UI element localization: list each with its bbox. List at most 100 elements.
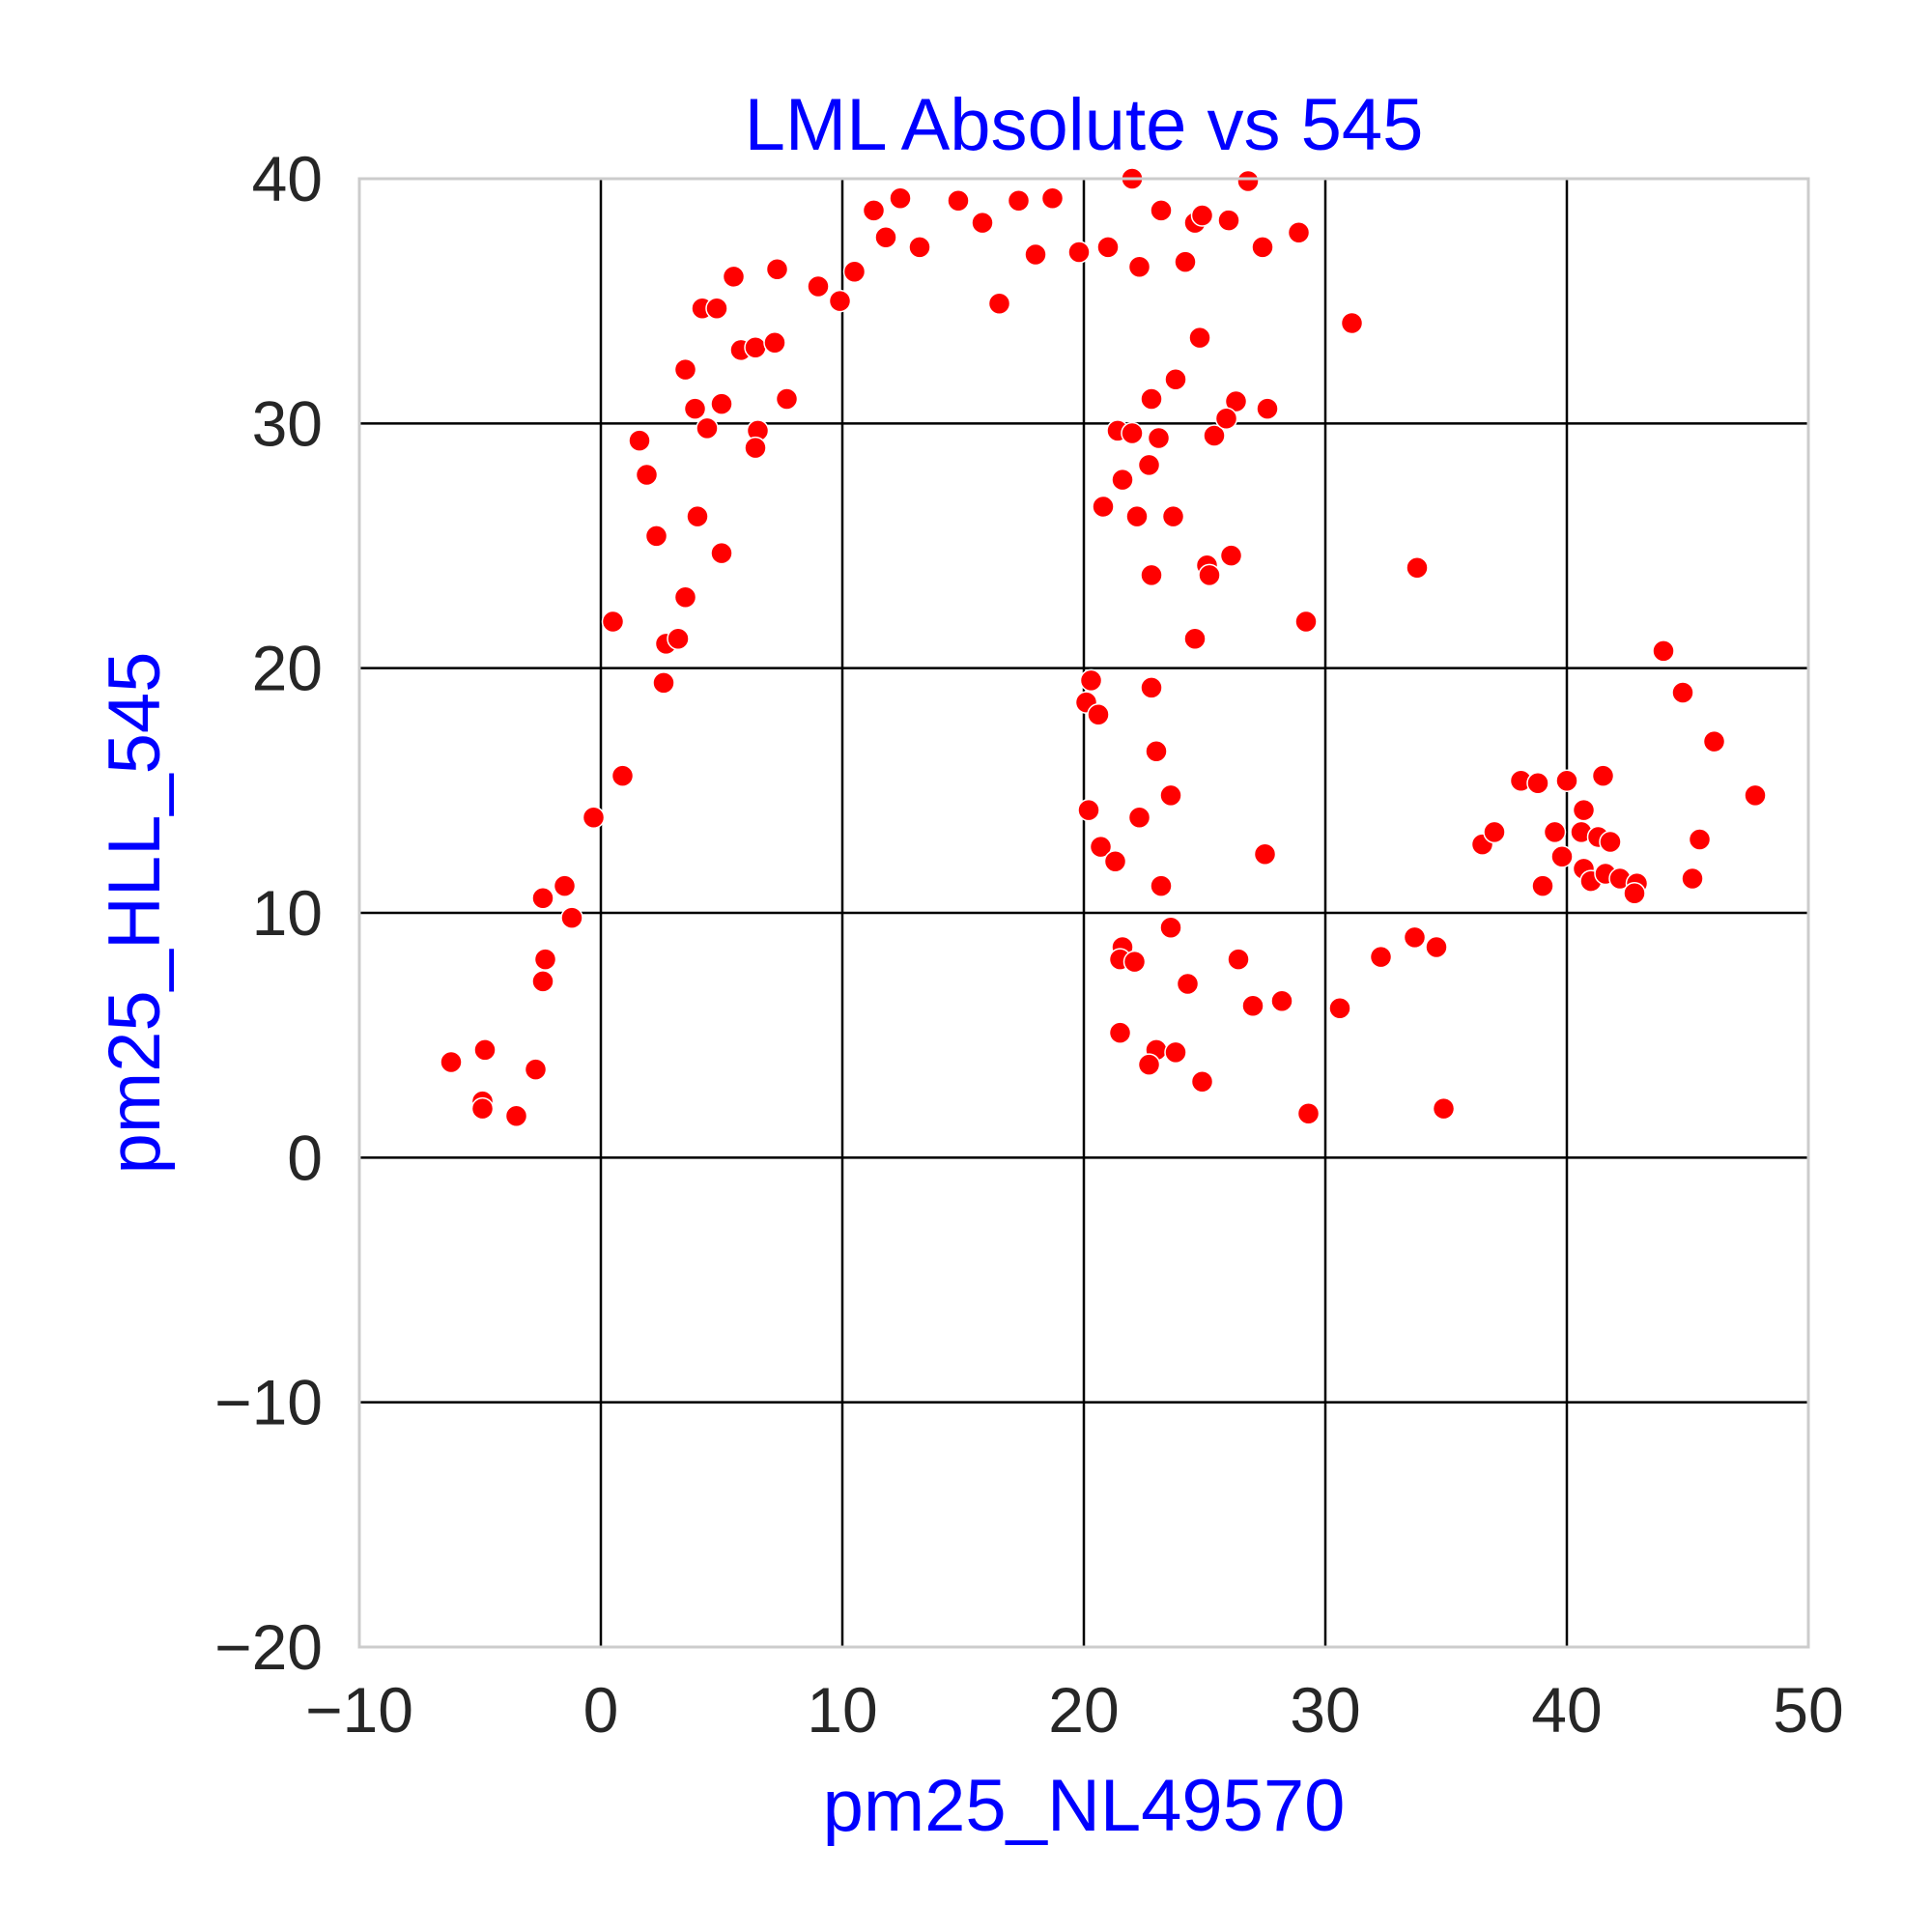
data-point-27 bbox=[710, 541, 733, 565]
data-point-109 bbox=[1108, 1021, 1132, 1044]
data-point-135 bbox=[1652, 639, 1675, 663]
data-point-61 bbox=[1127, 255, 1151, 278]
data-point-134 bbox=[1572, 798, 1596, 822]
data-point-74 bbox=[1137, 453, 1161, 477]
data-point-72 bbox=[1121, 421, 1144, 445]
data-point-91 bbox=[1127, 806, 1151, 829]
data-point-83 bbox=[1294, 610, 1318, 634]
data-point-94 bbox=[1103, 850, 1127, 873]
data-point-41 bbox=[874, 226, 897, 249]
data-point-40 bbox=[862, 199, 886, 222]
data-point-50 bbox=[1067, 241, 1091, 264]
data-point-140 bbox=[1744, 783, 1767, 808]
data-points bbox=[440, 167, 1767, 1128]
data-point-60 bbox=[1340, 311, 1364, 335]
data-point-45 bbox=[971, 211, 994, 235]
data-point-104 bbox=[1270, 989, 1293, 1012]
data-point-26 bbox=[705, 297, 728, 321]
data-point-65 bbox=[1224, 389, 1248, 413]
data-point-78 bbox=[1219, 544, 1243, 567]
y-tick-labels: −20 −10 0 10 20 30 40 bbox=[214, 143, 323, 1683]
x-tick-label: 0 bbox=[583, 1674, 619, 1746]
data-point-90 bbox=[1077, 798, 1100, 822]
data-point-76 bbox=[1125, 504, 1149, 528]
data-point-62 bbox=[1174, 250, 1197, 273]
data-point-111 bbox=[1164, 1040, 1187, 1065]
data-point-53 bbox=[1150, 199, 1173, 222]
data-point-88 bbox=[1140, 676, 1163, 699]
data-point-4 bbox=[504, 1104, 528, 1128]
data-point-136 bbox=[1671, 681, 1694, 704]
data-point-82 bbox=[1183, 627, 1207, 651]
data-point-119 bbox=[1526, 771, 1549, 795]
data-point-51 bbox=[1096, 236, 1120, 259]
data-point-92 bbox=[1159, 783, 1182, 808]
y-tick-label: −10 bbox=[214, 1367, 323, 1438]
data-point-34 bbox=[763, 330, 786, 355]
data-point-105 bbox=[1328, 997, 1351, 1020]
plot-frame bbox=[357, 177, 1810, 1649]
data-point-84 bbox=[1406, 556, 1429, 580]
data-point-67 bbox=[1203, 424, 1226, 447]
data-point-95 bbox=[1150, 874, 1173, 897]
data-point-21 bbox=[673, 357, 697, 382]
data-point-114 bbox=[1296, 1101, 1321, 1125]
y-axis-label: pm25_HLL_545 bbox=[94, 652, 176, 1175]
data-point-93 bbox=[1089, 835, 1113, 859]
data-point-55 bbox=[1190, 204, 1214, 227]
x-tick-labels: −10 0 10 20 30 40 50 bbox=[305, 1674, 1844, 1746]
data-point-22 bbox=[683, 397, 707, 420]
data-point-44 bbox=[947, 189, 970, 213]
data-point-106 bbox=[1369, 945, 1393, 969]
data-point-7 bbox=[533, 948, 557, 971]
data-point-139 bbox=[1702, 729, 1726, 753]
data-point-69 bbox=[1140, 387, 1163, 411]
x-tick-label: 50 bbox=[1773, 1674, 1843, 1746]
data-point-38 bbox=[828, 289, 852, 313]
data-point-101 bbox=[1176, 972, 1200, 996]
data-point-47 bbox=[1007, 189, 1031, 213]
data-point-113 bbox=[1190, 1070, 1214, 1094]
data-point-15 bbox=[635, 463, 659, 487]
data-point-59 bbox=[1287, 220, 1311, 244]
data-point-68 bbox=[1214, 407, 1238, 431]
data-point-108 bbox=[1425, 935, 1448, 959]
data-point-3 bbox=[470, 1096, 495, 1121]
data-point-80 bbox=[1198, 563, 1221, 587]
y-tick-label: −20 bbox=[214, 1611, 323, 1683]
x-tick-label: 30 bbox=[1290, 1674, 1360, 1746]
x-tick-label: 20 bbox=[1048, 1674, 1119, 1746]
x-tick-label: 10 bbox=[807, 1674, 877, 1746]
data-point-9 bbox=[553, 874, 577, 897]
data-point-37 bbox=[807, 274, 830, 298]
x-tick-label: 40 bbox=[1531, 1674, 1602, 1746]
data-point-75 bbox=[1092, 495, 1115, 519]
data-point-14 bbox=[628, 429, 651, 452]
y-tick-label: 30 bbox=[252, 387, 323, 459]
data-point-128 bbox=[1591, 764, 1615, 787]
data-point-12 bbox=[601, 610, 625, 634]
data-point-17 bbox=[652, 671, 675, 695]
data-point-57 bbox=[1236, 169, 1260, 193]
data-point-6 bbox=[531, 887, 554, 910]
y-tick-label: 20 bbox=[252, 633, 323, 704]
data-point-123 bbox=[1555, 769, 1578, 792]
data-point-28 bbox=[710, 392, 733, 415]
data-point-81 bbox=[1140, 563, 1163, 587]
data-point-58 bbox=[1251, 236, 1274, 259]
y-tick-label: 10 bbox=[252, 877, 323, 949]
data-point-121 bbox=[1543, 820, 1567, 844]
data-point-112 bbox=[1137, 1053, 1161, 1076]
data-point-19 bbox=[667, 627, 690, 651]
data-point-137 bbox=[1681, 867, 1704, 891]
data-point-23 bbox=[686, 504, 709, 528]
data-point-0 bbox=[440, 1050, 463, 1074]
y-tick-label: 40 bbox=[252, 143, 323, 214]
data-point-100 bbox=[1159, 916, 1182, 939]
data-point-122 bbox=[1550, 844, 1574, 868]
data-point-36 bbox=[775, 387, 799, 411]
data-point-85 bbox=[1079, 668, 1103, 693]
data-point-103 bbox=[1241, 994, 1264, 1018]
data-point-43 bbox=[908, 236, 931, 259]
grid bbox=[359, 179, 1808, 1647]
